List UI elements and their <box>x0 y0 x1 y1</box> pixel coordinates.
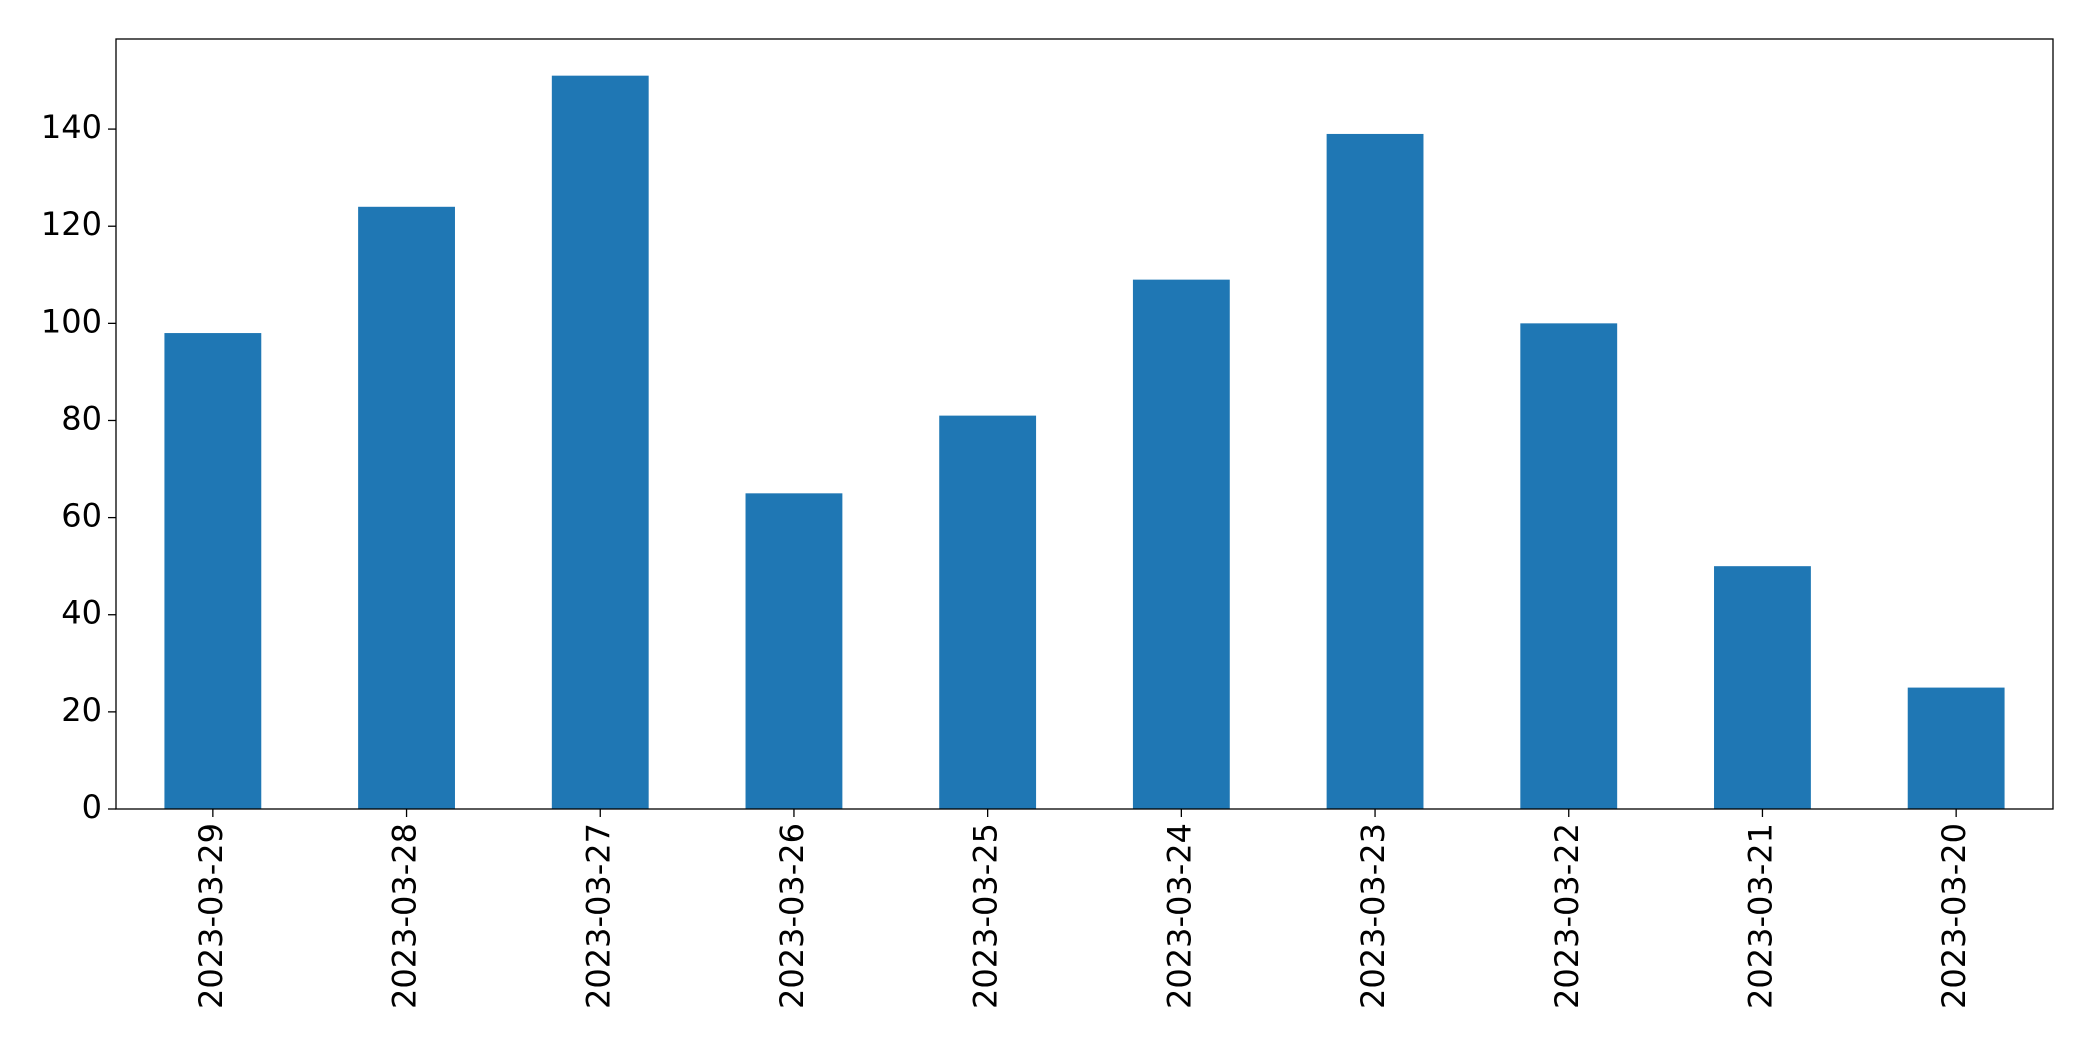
x-tick-label: 2023-03-25 <box>967 823 1005 1009</box>
bar <box>164 333 262 809</box>
bar <box>1714 566 1811 809</box>
bar <box>1520 323 1618 809</box>
x-tick-label: 2023-03-23 <box>1354 823 1392 1009</box>
bar <box>551 75 649 809</box>
x-tick-label: 2023-03-28 <box>386 823 424 1009</box>
y-tick-label: 120 <box>41 205 102 243</box>
y-tick-label: 0 <box>82 788 102 826</box>
y-tick-label: 100 <box>41 302 102 340</box>
x-tick-label: 2023-03-29 <box>192 823 230 1009</box>
y-tick-label: 40 <box>61 594 102 632</box>
y-tick-label: 80 <box>61 399 102 437</box>
x-tick-label: 2023-03-21 <box>1741 823 1779 1009</box>
x-tick-label: 2023-03-27 <box>579 823 617 1009</box>
bar <box>1132 279 1230 810</box>
x-tick-label: 2023-03-26 <box>773 823 811 1009</box>
plot-frame <box>115 38 2054 810</box>
bar <box>745 493 843 809</box>
bar <box>1326 133 1424 809</box>
bar <box>939 415 1037 809</box>
x-tick-label: 2023-03-20 <box>1935 823 1973 1009</box>
y-tick-label: 140 <box>41 108 102 146</box>
bar <box>358 206 455 810</box>
x-tick-label: 2023-03-22 <box>1548 823 1586 1009</box>
x-tick-label: 2023-03-24 <box>1160 823 1198 1009</box>
y-tick-label: 60 <box>61 497 102 535</box>
y-tick-label: 20 <box>61 691 102 729</box>
bar <box>1907 687 2005 809</box>
